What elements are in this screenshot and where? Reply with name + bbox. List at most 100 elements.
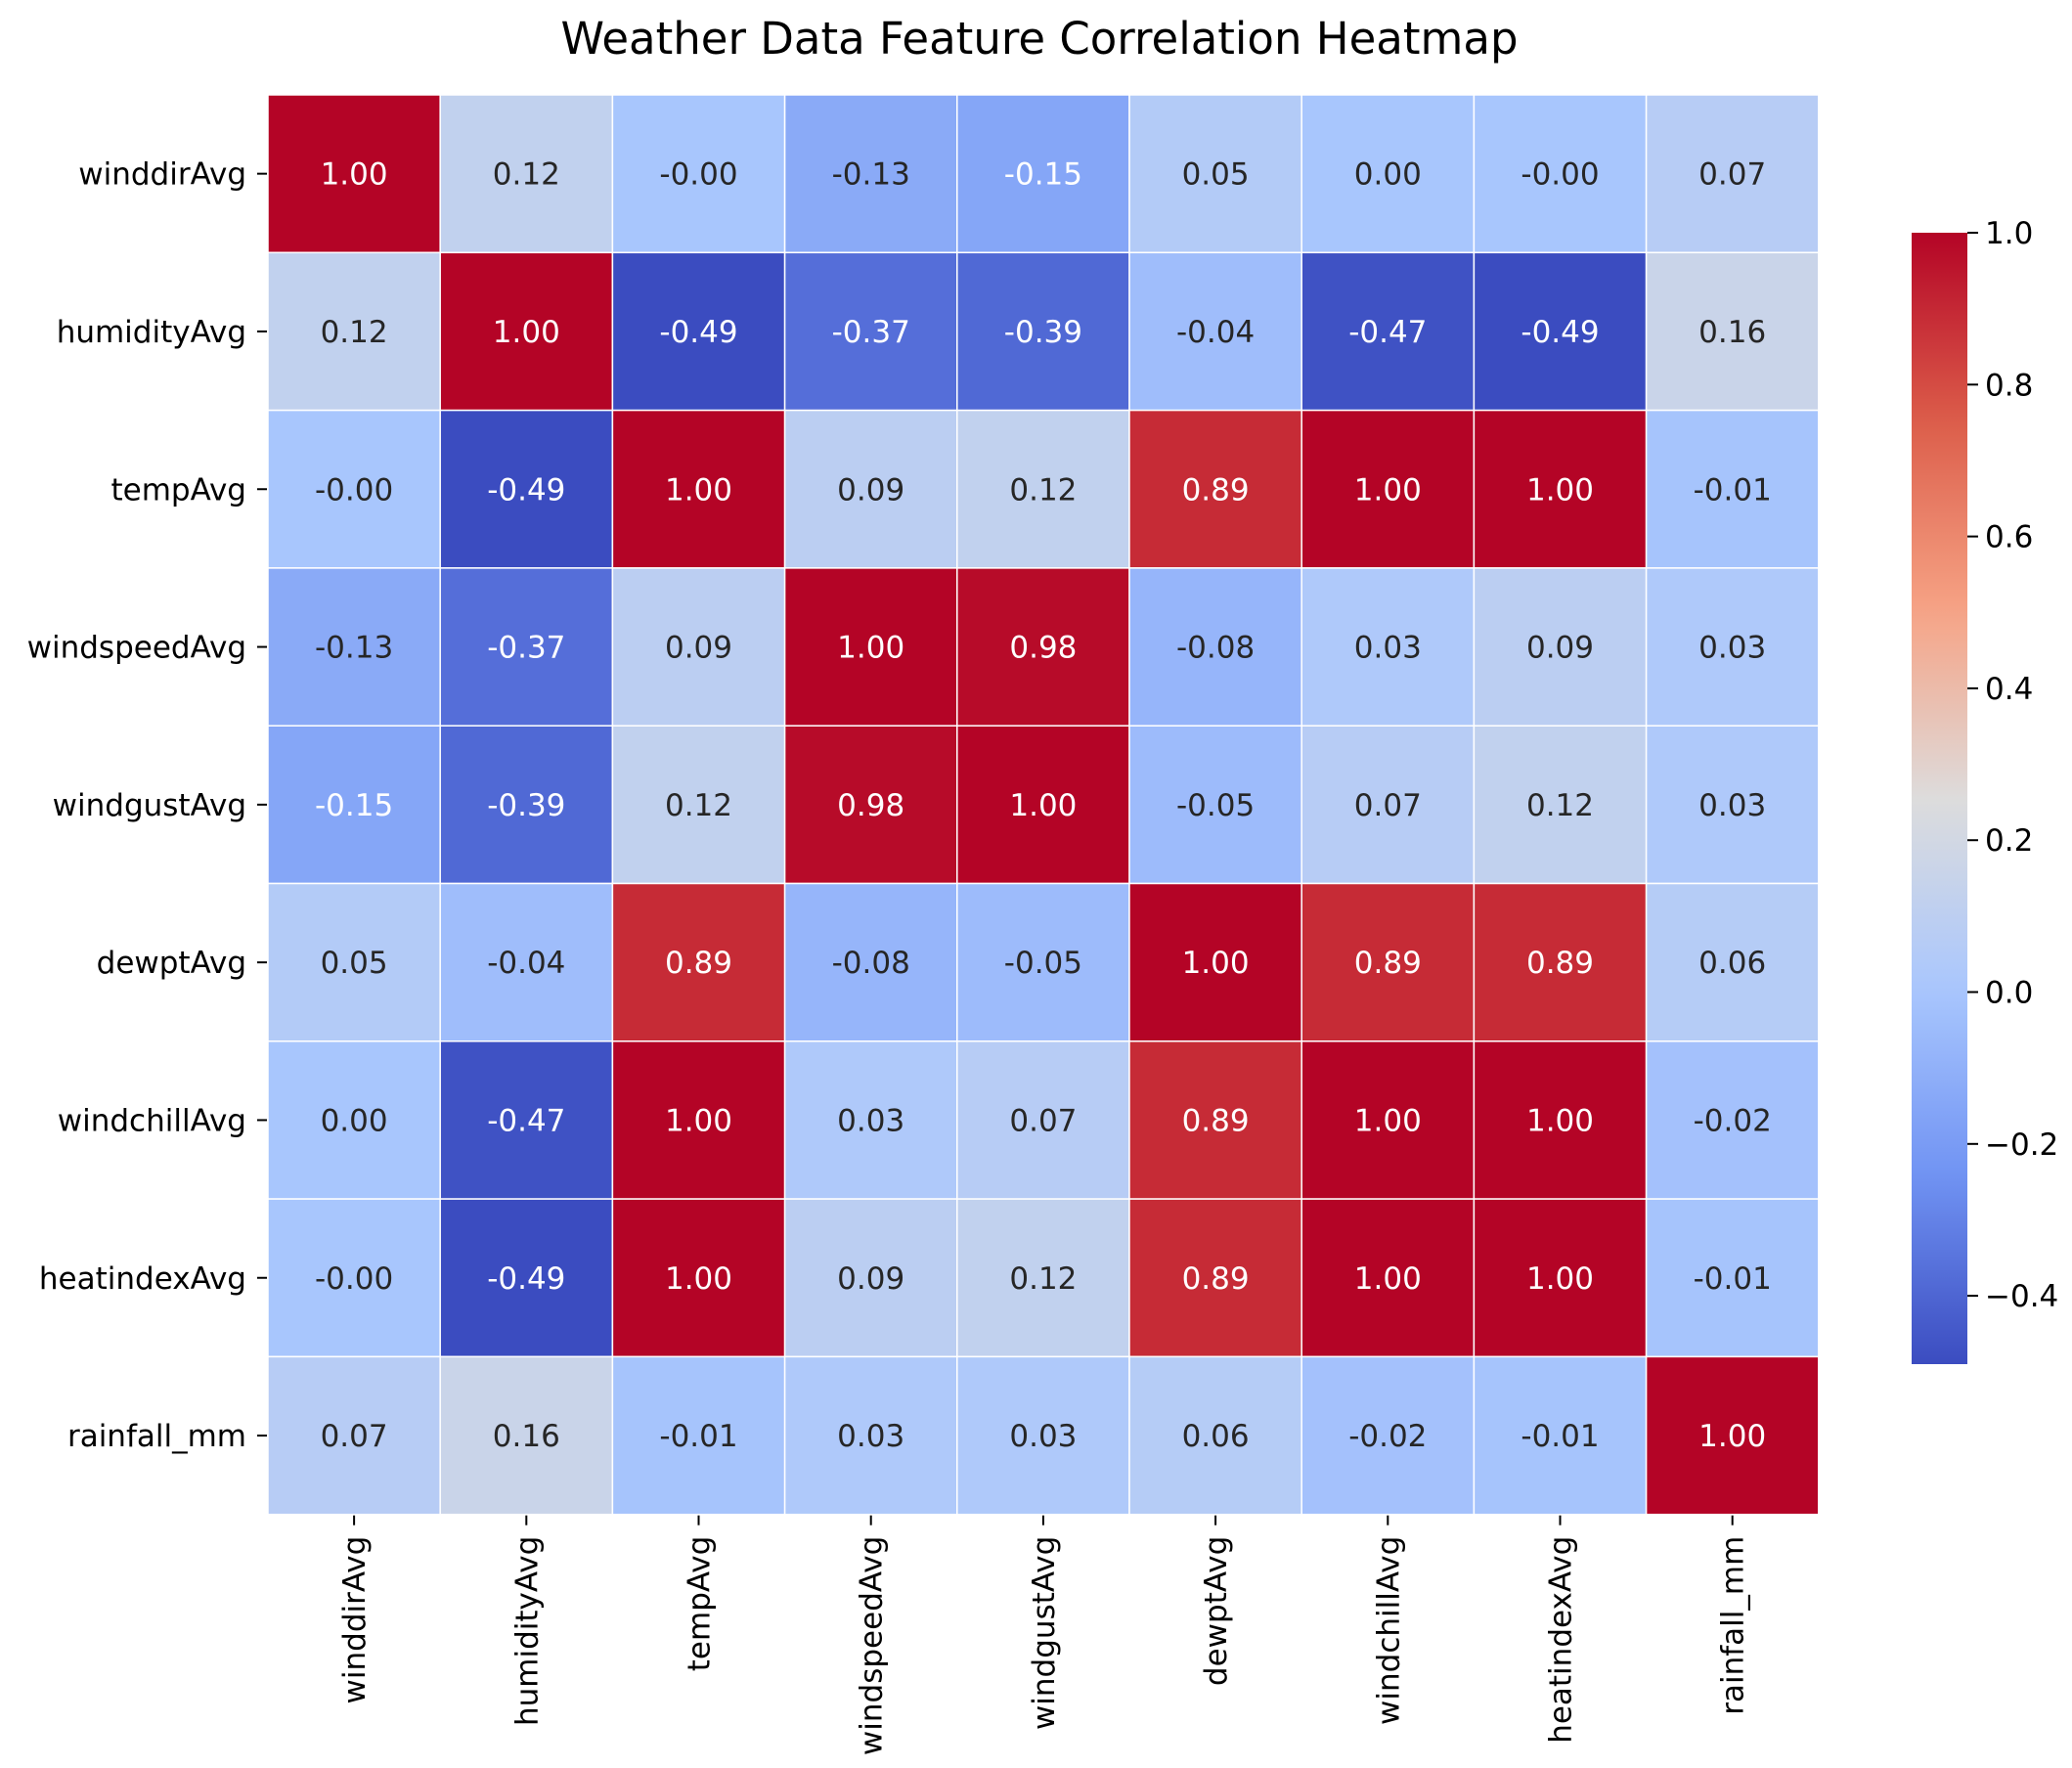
cell-value-label: 0.00: [1354, 157, 1422, 193]
heatmap-cell: [267, 1198, 441, 1358]
heatmap-cell: [611, 409, 786, 569]
cell-value-label: 0.06: [1182, 1419, 1250, 1454]
cell-value-label: 0.16: [1698, 315, 1766, 350]
heatmap-cell: [1128, 1198, 1302, 1358]
heatmap-cell: [1645, 409, 1820, 569]
y-tick-label: heatindexAvg: [39, 1261, 246, 1297]
cell-value-label: 0.03: [837, 1419, 904, 1454]
heatmap-cell: [611, 1040, 786, 1200]
cell-value-label: -0.05: [1004, 946, 1082, 981]
heatmap-cell: [439, 94, 614, 254]
heatmap-cell: [267, 94, 441, 254]
cell-value-label: 0.12: [493, 157, 560, 193]
heatmap-cell: [439, 1040, 614, 1200]
cell-value-label: 0.03: [1009, 1419, 1077, 1454]
cell-value-label: -0.39: [487, 788, 565, 823]
heatmap-cell: [439, 567, 614, 727]
cell-value-label: -0.37: [832, 315, 910, 350]
cell-value-label: -0.02: [1694, 1103, 1772, 1138]
colorbar-tick-label: −0.2: [1985, 1127, 2058, 1163]
heatmap-cell: [783, 1355, 958, 1516]
heatmap-cell: [1645, 251, 1820, 412]
x-tick-label: windspeedAvg: [855, 1536, 890, 1755]
heatmap-cell: [956, 1198, 1130, 1358]
heatmap-cells: 1.00 0.12 -0.00 -0.13 -0.15 0.05 0.00 -0.00 0.07…: [267, 94, 1820, 1516]
heatmap-cell: [267, 251, 441, 412]
cell-value-label: -0.01: [1694, 1261, 1772, 1297]
heatmap-cell: [1645, 1198, 1820, 1358]
cell-value-label: 0.07: [1354, 788, 1422, 823]
heatmap-cell: [267, 409, 441, 569]
x-tick-label: windchillAvg: [1371, 1536, 1406, 1725]
heatmap-cell: [956, 409, 1130, 569]
y-axis-tick-labels: winddirAvg humidityAvg tempAvg windspeedAvg…: [27, 157, 267, 1454]
heatmap-cell: [1128, 251, 1302, 412]
heatmap-cell: [1645, 567, 1820, 727]
cell-value-label: -0.01: [1521, 1419, 1599, 1454]
cell-value-label: 0.98: [1009, 631, 1077, 666]
colorbar-tick-label: 0.6: [1985, 520, 2033, 555]
cell-value-label: -0.00: [315, 472, 393, 508]
x-tick-label: dewptAvg: [1199, 1536, 1234, 1686]
cell-value-label: 1.00: [665, 472, 732, 508]
cell-value-label: 0.09: [1526, 631, 1594, 666]
heatmap-cell: [1128, 882, 1302, 1042]
heatmap-cell: [1301, 1040, 1476, 1200]
heatmap-cell: [1473, 251, 1648, 412]
heatmap-cell: [1473, 94, 1648, 254]
heatmap-cell: [956, 882, 1130, 1042]
cell-value-label: 0.00: [321, 1103, 388, 1138]
heatmap-cell: [611, 251, 786, 412]
heatmap-cell: [439, 725, 614, 885]
cell-value-label: -0.04: [1176, 315, 1255, 350]
cell-value-label: -0.15: [1004, 157, 1082, 193]
heatmap-cell: [439, 409, 614, 569]
heatmap-cell: [267, 882, 441, 1042]
cell-value-label: -0.47: [487, 1103, 565, 1138]
cell-value-label: 1.00: [1526, 472, 1594, 508]
cell-value-label: -0.13: [315, 631, 393, 666]
heatmap-cell: [611, 1198, 786, 1358]
cell-value-label: 0.03: [837, 1103, 904, 1138]
heatmap-cell: [1301, 1355, 1476, 1516]
cell-value-label: 0.89: [665, 946, 732, 981]
y-tick-label: windgustAvg: [53, 788, 246, 823]
y-tick-label: windchillAvg: [58, 1103, 246, 1138]
heatmap-cell: [783, 725, 958, 885]
cell-value-label: -0.00: [1521, 157, 1599, 193]
colorbar-tick-label: 1.0: [1985, 216, 2033, 251]
colorbar-tick-label: 0.2: [1985, 823, 2033, 859]
cell-value-label: 0.12: [665, 788, 732, 823]
cell-value-label: 0.09: [837, 472, 904, 508]
colorbar-tick-label: 0.4: [1985, 672, 2033, 707]
cell-value-label: -0.01: [1694, 472, 1772, 508]
heatmap-cell: [1645, 882, 1820, 1042]
colorbar-tick-label: 0.8: [1985, 368, 2033, 403]
cell-value-label: 1.00: [1698, 1419, 1766, 1454]
heatmap-cell: [611, 94, 786, 254]
cell-value-label: 1.00: [1182, 946, 1250, 981]
heatmap-cell: [1473, 567, 1648, 727]
heatmap-cell: [267, 1355, 441, 1516]
y-tick-label: winddirAvg: [78, 157, 246, 193]
colorbar: 1.0 0.8 0.6 0.4 0.2 0.0 −0.2 −0.4: [1912, 216, 2058, 1364]
heatmap-cell: [267, 567, 441, 727]
heatmap-cell: [439, 882, 614, 1042]
cell-value-label: 0.09: [665, 631, 732, 666]
cell-value-label: 1.00: [1009, 788, 1077, 823]
heatmap-cell: [783, 567, 958, 727]
cell-value-label: -0.49: [1521, 315, 1599, 350]
heatmap-cell: [956, 94, 1130, 254]
heatmap-cell: [783, 94, 958, 254]
y-tick-label: rainfall_mm: [67, 1419, 246, 1454]
heatmap-cell: [1301, 409, 1476, 569]
heatmap-cell: [439, 1355, 614, 1516]
cell-value-label: -0.37: [487, 631, 565, 666]
y-tick-label: windspeedAvg: [27, 631, 246, 666]
heatmap-cell: [1645, 725, 1820, 885]
heatmap-cell: [611, 882, 786, 1042]
cell-value-label: -0.39: [1004, 315, 1082, 350]
cell-value-label: -0.01: [659, 1419, 737, 1454]
heatmap-cell: [783, 409, 958, 569]
